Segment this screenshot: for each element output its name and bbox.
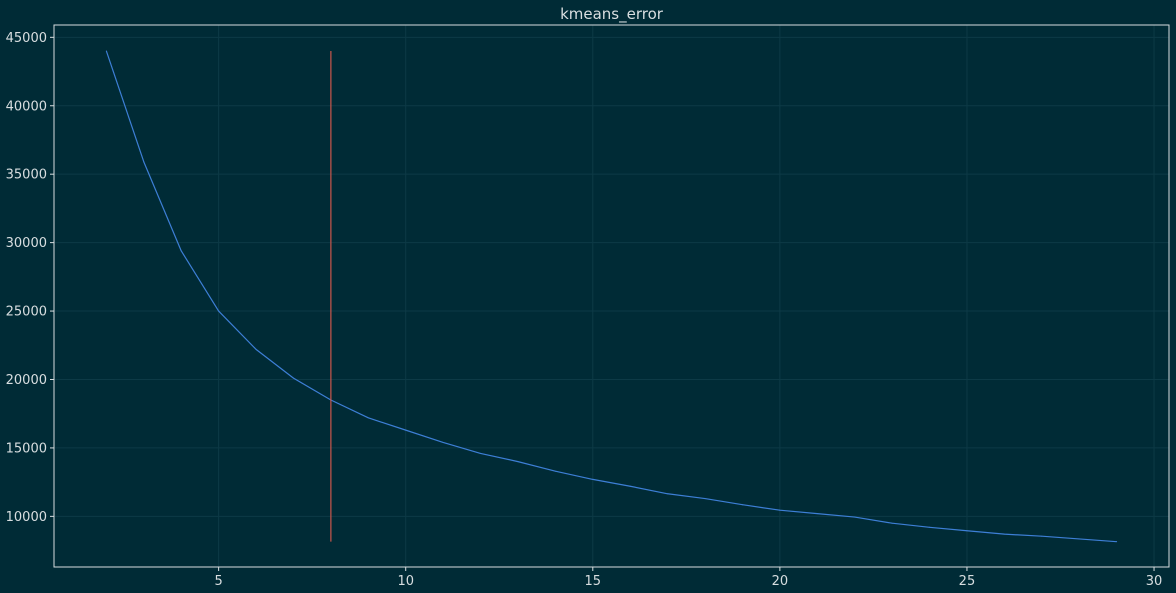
series-layer [105, 50, 1118, 543]
data-point [442, 441, 444, 443]
y-tick-label: 15000 [6, 441, 47, 456]
data-point [929, 526, 931, 528]
y-tick-label: 30000 [6, 236, 47, 251]
data-point [367, 417, 369, 419]
y-tick-label: 40000 [6, 99, 47, 114]
data-point [405, 429, 407, 431]
data-point [480, 452, 482, 454]
data-point [667, 493, 669, 495]
x-tick-label: 10 [397, 574, 414, 589]
y-tick-label: 10000 [6, 510, 47, 525]
data-point [1041, 535, 1043, 537]
data-point [143, 161, 145, 163]
data-point [1003, 533, 1005, 535]
data-point [292, 377, 294, 379]
chart-title: kmeans_error [560, 5, 664, 24]
y-axis-ticks: 10000 15000 20000 25000 30000 35000 40000 45000 [6, 31, 54, 525]
data-point [779, 509, 781, 511]
data-point [517, 461, 519, 463]
x-tick-label: 20 [772, 574, 789, 589]
y-tick-label: 35000 [6, 168, 47, 183]
x-tick-label: 25 [959, 574, 976, 589]
data-point [629, 485, 631, 487]
y-tick-label: 25000 [6, 305, 47, 320]
grid [54, 25, 1169, 567]
y-tick-label: 20000 [6, 373, 47, 388]
series-line [105, 50, 1117, 543]
data-point [180, 250, 182, 252]
y-tick-label: 45000 [6, 31, 47, 46]
data-point [891, 522, 893, 524]
data-point [218, 310, 220, 312]
data-point [255, 348, 257, 350]
data-point [704, 498, 706, 500]
x-tick-label: 15 [585, 574, 602, 589]
data-point [554, 470, 556, 472]
data-point [1078, 538, 1080, 540]
data-point [966, 530, 968, 532]
data-point [592, 478, 594, 480]
plot-area-frame [53, 24, 1170, 568]
data-point [1116, 541, 1118, 543]
data-point [816, 513, 818, 515]
data-point [105, 50, 107, 52]
data-point [741, 504, 743, 506]
x-axis-ticks: 5 10 15 20 25 30 [214, 567, 1162, 589]
x-tick-label: 30 [1146, 574, 1163, 589]
data-point [854, 516, 856, 518]
x-tick-label: 5 [214, 574, 222, 589]
